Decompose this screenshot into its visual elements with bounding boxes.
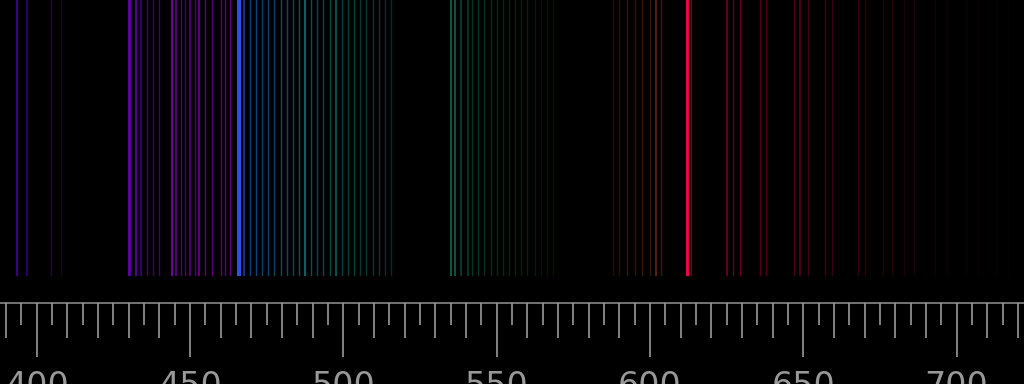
- Text: 400: 400: [5, 370, 69, 384]
- Text: 500: 500: [311, 370, 375, 384]
- Text: 700: 700: [925, 370, 988, 384]
- Text: 450: 450: [159, 370, 222, 384]
- Text: 550: 550: [465, 370, 528, 384]
- Text: 600: 600: [618, 370, 682, 384]
- Text: 650: 650: [771, 370, 836, 384]
